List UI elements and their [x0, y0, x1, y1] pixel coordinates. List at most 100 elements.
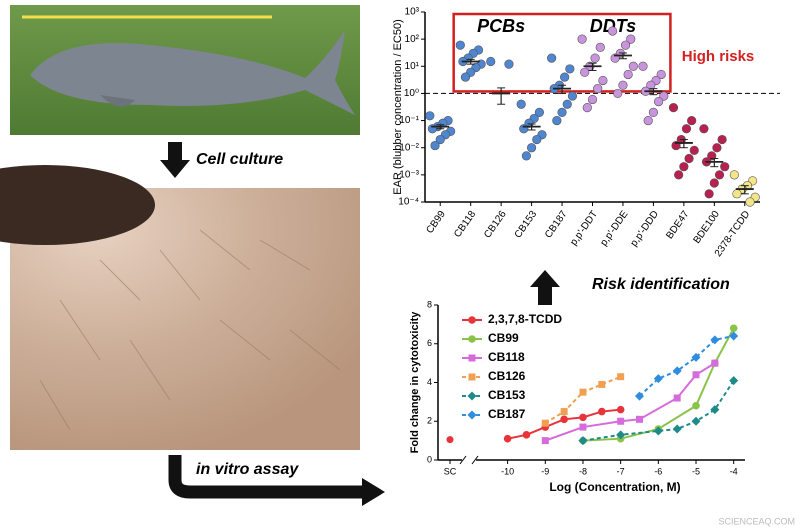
data-point [699, 124, 709, 134]
data-point [455, 40, 465, 50]
data-point [503, 434, 512, 443]
data-point [504, 59, 514, 69]
data-point [552, 115, 562, 126]
step-label: Cell culture [196, 151, 283, 168]
data-point [620, 40, 631, 50]
legend-label: CB118 [488, 350, 525, 364]
data-point [534, 107, 544, 118]
x-tick-label: -5 [692, 466, 700, 476]
x-tick-label: BDE100 [692, 209, 723, 246]
data-point [618, 80, 628, 90]
dolphin-photo [10, 5, 360, 135]
data-point [547, 53, 557, 63]
data-point [712, 143, 722, 153]
up-arrow [530, 270, 560, 305]
arrow-head [362, 478, 385, 506]
data-point [607, 26, 618, 36]
data-point [577, 34, 587, 44]
y-tick-label: 0 [427, 454, 432, 464]
legend-label: CB153 [488, 388, 526, 402]
x-tick-label: p,p'-DDE [598, 209, 630, 249]
data-point [579, 413, 587, 422]
y-tick-label: 10¹ [405, 61, 420, 72]
data-point [709, 178, 719, 188]
x-tick-label: SC [444, 466, 457, 476]
y-tick-label: 10⁻² [399, 142, 419, 153]
data-point [460, 72, 471, 82]
x-tick-label: -6 [654, 466, 662, 476]
y-axis-title: Fold change in cytotoxicity [409, 311, 421, 454]
data-point [643, 115, 653, 126]
legend-marker [468, 335, 476, 343]
data-point [714, 170, 725, 180]
data-point [729, 324, 738, 333]
data-point [560, 72, 570, 82]
data-point [704, 189, 714, 199]
data-point [673, 394, 681, 402]
data-point [674, 170, 684, 180]
legend-marker [467, 391, 477, 401]
x-tick-label: -4 [730, 466, 738, 476]
data-point [565, 64, 575, 74]
y-tick-label: 10² [405, 34, 420, 45]
data-point [435, 134, 445, 145]
data-point [634, 391, 644, 401]
step-label: in vitro assay [196, 461, 299, 478]
curved-arrow [168, 455, 365, 499]
x-tick-label: BDE47 [664, 209, 691, 242]
x-tick-label: CB118 [452, 209, 478, 240]
data-point [617, 417, 625, 425]
data-point [638, 61, 648, 71]
data-point [681, 124, 692, 134]
down-arrow [160, 142, 190, 178]
data-point [579, 388, 587, 396]
data-point [616, 430, 626, 440]
data-point [587, 94, 598, 105]
control-point [446, 436, 454, 444]
legend-marker [468, 354, 476, 362]
step-label: Risk identification [592, 276, 730, 293]
y-tick-label: 8 [427, 299, 432, 309]
data-point [526, 143, 537, 153]
data-point [557, 107, 567, 118]
data-point [653, 374, 663, 384]
x-tick-label: -7 [617, 466, 625, 476]
data-point [562, 99, 572, 109]
data-point [567, 91, 578, 101]
data-point [590, 53, 600, 63]
data-point [532, 134, 542, 145]
y-tick-label: 10⁻¹ [399, 115, 419, 126]
data-point [598, 75, 608, 86]
legend-marker [468, 373, 476, 381]
data-point [486, 56, 496, 67]
cell-photo [0, 165, 360, 450]
data-point [672, 424, 682, 434]
data-point [646, 80, 656, 90]
data-point [578, 436, 588, 446]
data-point [720, 162, 730, 172]
x-tick-label: p,p'-DDT [568, 209, 600, 248]
data-point [710, 405, 720, 415]
data-point [541, 419, 549, 427]
data-point [668, 103, 679, 113]
data-point [613, 88, 623, 99]
data-point [628, 61, 638, 71]
data-point [580, 67, 590, 77]
data-point [692, 371, 700, 379]
legend-label: CB99 [488, 331, 519, 345]
y-tick-label: 4 [427, 377, 432, 387]
x-tick-label: -9 [541, 466, 549, 476]
data-point [729, 376, 739, 386]
x-tick-label: -8 [579, 466, 587, 476]
data-point [710, 335, 720, 345]
data-point [617, 373, 625, 381]
data-point [689, 145, 699, 155]
series-line [582, 327, 735, 442]
legend-marker [467, 410, 477, 420]
data-point [691, 352, 701, 362]
data-point [745, 197, 755, 207]
data-point [521, 151, 531, 161]
data-point [691, 416, 701, 426]
x-tick-label: CB126 [482, 209, 509, 241]
